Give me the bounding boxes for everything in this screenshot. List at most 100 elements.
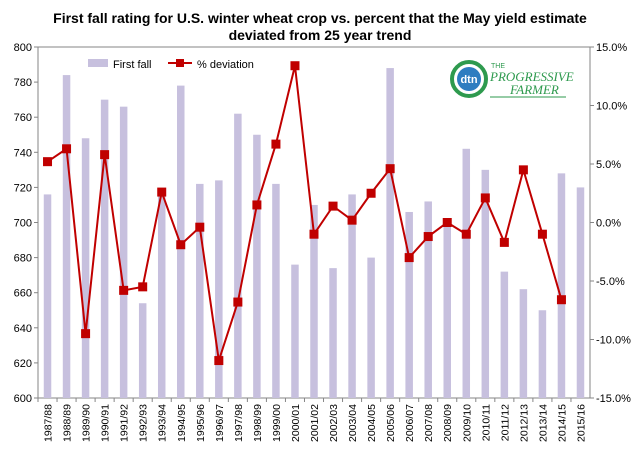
- x-tick-label: 2001/02: [309, 404, 321, 442]
- bar-first-fall: [310, 204, 318, 398]
- point-deviation: [347, 215, 357, 225]
- x-tick-label: 2004/05: [366, 404, 378, 442]
- bar-first-fall: [272, 183, 280, 398]
- bar-first-fall: [538, 310, 547, 398]
- bar-first-fall: [62, 75, 71, 398]
- x-tick-label: 2005/06: [385, 404, 397, 442]
- legend-swatch-first-fall: [88, 59, 108, 67]
- point-deviation: [518, 165, 528, 175]
- x-tick-label: 2010/11: [480, 404, 492, 441]
- point-deviation: [366, 188, 376, 198]
- logo-line1: THE: [491, 63, 505, 70]
- logo-ring: [450, 60, 488, 98]
- bar-first-fall: [81, 138, 90, 398]
- x-tick-label: 2015/16: [575, 404, 587, 442]
- bar-first-fall: [329, 268, 337, 398]
- legend: First fall % deviation: [88, 59, 254, 71]
- left-tick-label: 800: [14, 42, 32, 54]
- bar-first-fall: [234, 113, 242, 398]
- point-deviation: [119, 285, 129, 295]
- x-tick-label: 1997/98: [233, 404, 245, 442]
- bar-first-fall: [576, 187, 585, 398]
- point-deviation: [43, 157, 53, 167]
- left-tick-label: 660: [14, 288, 32, 300]
- point-deviation: [556, 295, 566, 305]
- point-deviation: [157, 187, 167, 197]
- point-deviation: [385, 164, 395, 174]
- point-deviation: [461, 229, 471, 239]
- point-deviation: [62, 144, 72, 154]
- x-axis: 1987/88 1988/89 1989/90 1990/91 1991/92 1992/…: [37, 398, 587, 442]
- x-tick-label: 1994/95: [176, 404, 188, 442]
- right-tick-label: -5.0%: [596, 276, 625, 288]
- bars-layer: [43, 68, 585, 399]
- chart-title-line2: deviated from 25 year trend: [229, 27, 412, 43]
- x-tick-label: 2014/15: [556, 404, 568, 442]
- left-tick-label: 720: [14, 182, 32, 194]
- right-y-axis: -15.0% -10.0% -5.0% 0.0% 5.0% 10.0% 15.0%: [590, 42, 631, 405]
- bar-first-fall: [119, 106, 128, 399]
- x-tick-label: 1998/99: [252, 404, 264, 442]
- point-deviation: [309, 229, 319, 239]
- chart-title-line1: First fall rating for U.S. winter wheat …: [53, 10, 587, 26]
- x-tick-label: 2002/03: [328, 404, 340, 442]
- point-deviation: [328, 201, 338, 211]
- bar-first-fall: [500, 271, 509, 398]
- bar-first-fall: [443, 226, 451, 398]
- left-tick-label: 760: [14, 112, 32, 124]
- bar-first-fall: [157, 194, 166, 398]
- right-tick-label: -10.0%: [596, 335, 631, 347]
- logo-dtn-mark: dtn: [460, 74, 477, 86]
- x-tick-label: 1988/89: [62, 404, 74, 442]
- x-tick-label: 1991/92: [119, 404, 131, 442]
- bar-first-fall: [196, 183, 204, 398]
- legend-label-first-fall: First fall: [113, 59, 152, 71]
- point-deviation: [176, 240, 186, 250]
- point-deviation: [499, 237, 509, 247]
- x-tick-label: 1990/91: [100, 404, 112, 442]
- point-deviation: [214, 356, 224, 366]
- bar-first-fall: [348, 194, 356, 398]
- x-tick-label: 2012/13: [518, 404, 530, 442]
- bar-first-fall: [481, 169, 490, 398]
- left-tick-label: 700: [14, 218, 32, 230]
- bar-first-fall: [424, 201, 432, 398]
- point-deviation: [271, 139, 281, 149]
- x-tick-label: 2008/09: [442, 404, 454, 442]
- x-tick-label: 1993/94: [157, 404, 169, 442]
- bar-first-fall: [367, 257, 375, 398]
- left-y-axis: 600 620 640 660 680 700 720 740 760 780 800: [14, 42, 38, 405]
- point-deviation: [423, 232, 433, 242]
- right-tick-label: 15.0%: [596, 42, 627, 54]
- x-tick-label: 1996/97: [214, 404, 226, 442]
- logo: dtn THE PROGRESSIVE FARMER: [444, 57, 574, 101]
- logo-line2: PROGRESSIVE: [489, 69, 574, 84]
- x-tick-label: 2006/07: [404, 404, 416, 442]
- bar-first-fall: [405, 211, 413, 398]
- right-tick-label: 5.0%: [596, 159, 621, 171]
- point-deviation: [404, 253, 414, 263]
- bar-first-fall: [557, 173, 566, 398]
- x-tick-label: 2013/14: [537, 404, 549, 442]
- bar-first-fall: [215, 180, 223, 398]
- right-tick-label: 0.0%: [596, 218, 621, 230]
- x-tick-label: 1987/88: [43, 404, 55, 442]
- bar-first-fall: [291, 264, 299, 398]
- logo-line3: FARMER: [509, 82, 559, 97]
- x-tick-label: 1995/96: [195, 404, 207, 442]
- left-tick-label: 780: [14, 77, 32, 89]
- x-tick-label: 1992/93: [138, 404, 150, 442]
- bar-first-fall: [386, 68, 394, 398]
- left-tick-label: 640: [14, 323, 32, 335]
- point-deviation: [537, 229, 547, 239]
- point-deviation: [233, 297, 243, 307]
- bar-first-fall: [138, 303, 147, 398]
- bar-first-fall: [100, 99, 109, 399]
- bar-first-fall: [253, 134, 261, 398]
- left-tick-label: 620: [14, 358, 32, 370]
- point-deviation: [81, 329, 91, 339]
- bar-first-fall: [43, 194, 52, 398]
- point-deviation: [290, 61, 300, 71]
- x-tick-label: 2007/08: [423, 404, 435, 442]
- x-tick-label: 1999/00: [271, 404, 283, 442]
